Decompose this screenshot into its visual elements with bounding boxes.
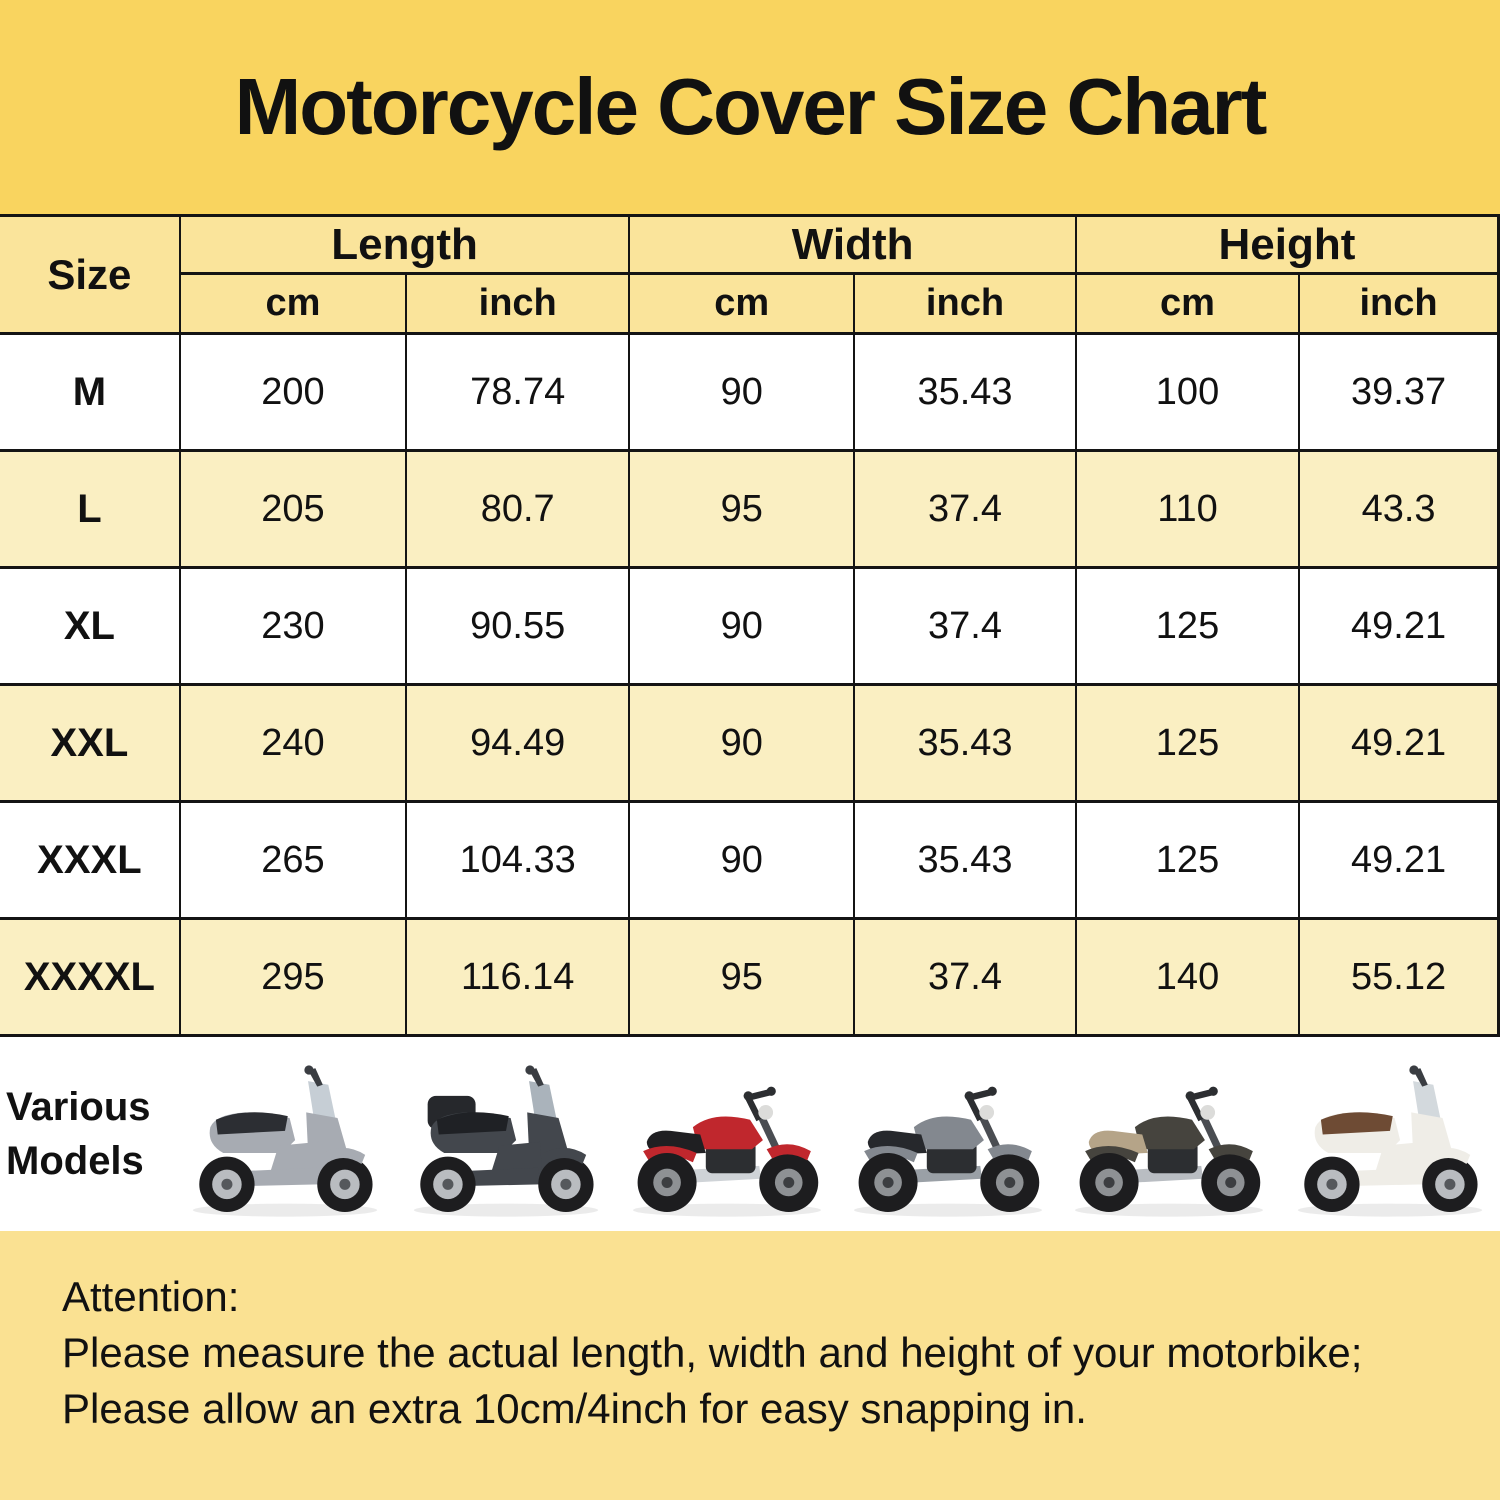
cell-size: M: [0, 332, 181, 452]
cell-length-cm: 265: [178, 800, 408, 920]
cell-width-cm: 90: [628, 332, 856, 452]
table-row-xl: XL 230 90.55 90 37.4 125 49.21: [0, 566, 1500, 686]
motorcycle-image-2: [396, 1037, 617, 1231]
table-row-xxxxl: XXXXL 295 116.14 95 37.4 140 55.12: [0, 917, 1500, 1037]
column-header-width: Width: [628, 214, 1077, 275]
table-header-group-row: Size Length Width Height: [0, 214, 1500, 335]
various-models-section: Various Models: [0, 1037, 1500, 1232]
column-header-length: Length: [178, 214, 631, 275]
cell-size: XXXXL: [0, 917, 181, 1037]
cell-length-inch: 104.33: [405, 800, 631, 920]
attention-line-1: Please measure the actual length, width …: [62, 1329, 1363, 1377]
cell-width-cm: 90: [628, 566, 856, 686]
cell-length-inch: 94.49: [405, 683, 631, 803]
cell-height-inch: 43.3: [1298, 449, 1500, 569]
cell-height-cm: 125: [1074, 683, 1301, 803]
cell-width-inch: 37.4: [853, 566, 1077, 686]
attention-line-2: Please allow an extra 10cm/4inch for eas…: [62, 1385, 1087, 1433]
various-models-label: Various Models: [6, 1085, 151, 1184]
cell-width-cm: 90: [628, 800, 856, 920]
cell-width-cm: 95: [628, 449, 856, 569]
cell-size: XL: [0, 566, 181, 686]
cell-length-inch: 90.55: [405, 566, 631, 686]
unit-header-length-inch: inch: [405, 272, 631, 335]
cell-size: XXXL: [0, 800, 181, 920]
cell-length-cm: 205: [178, 449, 408, 569]
cell-height-inch: 49.21: [1298, 566, 1500, 686]
cell-width-inch: 37.4: [853, 917, 1077, 1037]
unit-header-length-cm: cm: [178, 272, 408, 335]
cell-length-inch: 80.7: [405, 449, 631, 569]
cell-height-inch: 39.37: [1298, 332, 1500, 452]
cell-height-cm: 125: [1074, 566, 1301, 686]
table-row-l: L 205 80.7 95 37.4 110 43.3: [0, 449, 1500, 569]
page-title: Motorcycle Cover Size Chart: [234, 62, 1268, 151]
motorcycle-image-1: [175, 1037, 396, 1231]
unit-header-width-cm: cm: [628, 272, 856, 335]
unit-header-width-inch: inch: [853, 272, 1077, 335]
cell-width-inch: 37.4: [853, 449, 1077, 569]
cell-height-cm: 100: [1074, 332, 1301, 452]
motorcycle-image-5: [1058, 1037, 1279, 1231]
cell-height-inch: 49.21: [1298, 800, 1500, 920]
attention-section: Attention: Please measure the actual len…: [0, 1231, 1500, 1500]
cell-length-inch: 78.74: [405, 332, 631, 452]
size-table: Size Length Width Height cm inch cm inch…: [0, 214, 1500, 1037]
table-row-xxl: XXL 240 94.49 90 35.43 125 49.21: [0, 683, 1500, 803]
unit-header-height-inch: inch: [1298, 272, 1500, 335]
cell-length-cm: 295: [178, 917, 408, 1037]
cell-width-inch: 35.43: [853, 332, 1077, 452]
motorcycle-image-6: [1279, 1037, 1500, 1231]
cell-width-cm: 95: [628, 917, 856, 1037]
cell-length-inch: 116.14: [405, 917, 631, 1037]
cell-height-cm: 110: [1074, 449, 1301, 569]
table-row-xxxl: XXXL 265 104.33 90 35.43 125 49.21: [0, 800, 1500, 920]
cell-height-cm: 140: [1074, 917, 1301, 1037]
cell-height-inch: 49.21: [1298, 683, 1500, 803]
title-band: Motorcycle Cover Size Chart: [0, 0, 1500, 214]
unit-header-height-cm: cm: [1074, 272, 1301, 335]
cell-length-cm: 240: [178, 683, 408, 803]
cell-width-inch: 35.43: [853, 800, 1077, 920]
column-header-size: Size: [0, 214, 181, 335]
table-header-unit-row: cm inch cm inch cm inch: [0, 272, 1500, 335]
cell-length-cm: 200: [178, 332, 408, 452]
cell-length-cm: 230: [178, 566, 408, 686]
motorcycle-image-3: [617, 1037, 838, 1231]
cell-width-cm: 90: [628, 683, 856, 803]
cell-height-cm: 125: [1074, 800, 1301, 920]
cell-height-inch: 55.12: [1298, 917, 1500, 1037]
cell-size: L: [0, 449, 181, 569]
motorcycle-image-4: [837, 1037, 1058, 1231]
column-header-height: Height: [1074, 214, 1500, 275]
cell-width-inch: 35.43: [853, 683, 1077, 803]
cell-size: XXL: [0, 683, 181, 803]
table-row-m: M 200 78.74 90 35.43 100 39.37: [0, 332, 1500, 452]
attention-heading: Attention:: [62, 1273, 240, 1321]
